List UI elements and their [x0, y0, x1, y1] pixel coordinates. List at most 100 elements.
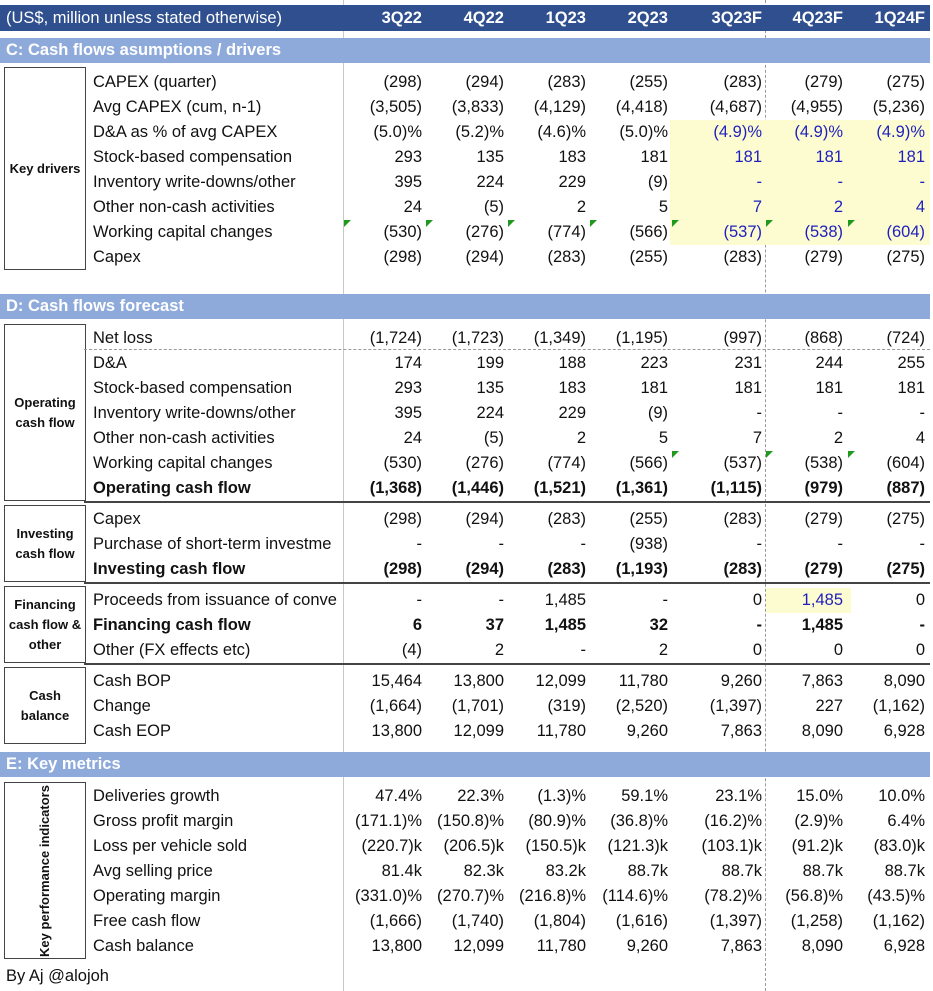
cell-value[interactable]: (868) — [804, 329, 843, 347]
row-label[interactable]: Purchase of short-term investme — [93, 535, 332, 553]
cell-value[interactable]: (279) — [804, 248, 843, 266]
cell-value[interactable]: 10.0% — [878, 787, 925, 805]
comment-indicator-icon[interactable] — [672, 220, 679, 227]
cell-value[interactable]: - — [416, 535, 423, 553]
cell-value[interactable]: 2 — [833, 429, 843, 447]
cell-value[interactable]: 24 — [403, 198, 422, 216]
cell-value[interactable]: (279) — [804, 510, 843, 528]
cell-value[interactable]: 4 — [915, 198, 925, 216]
cell-value[interactable]: (604) — [886, 223, 925, 241]
cell-value[interactable]: 181 — [897, 379, 925, 397]
cell-value[interactable]: (294) — [465, 510, 504, 528]
cell-value[interactable]: 181 — [734, 379, 762, 397]
cell-value[interactable]: (43.5)% — [867, 887, 925, 905]
cell-value[interactable]: 0 — [752, 591, 762, 609]
cell-value[interactable]: (279) — [804, 73, 843, 91]
row-label[interactable]: Capex — [93, 248, 141, 266]
cell-value[interactable]: 227 — [815, 697, 843, 715]
comment-indicator-icon[interactable] — [848, 451, 855, 458]
cell-value[interactable]: 15.0% — [796, 787, 843, 805]
cell-value[interactable]: (283) — [547, 510, 586, 528]
cell-value[interactable]: (724) — [886, 329, 925, 347]
cell-value[interactable]: (3,505) — [369, 98, 422, 116]
cell-value[interactable]: (276) — [465, 454, 504, 472]
cell-value[interactable]: (255) — [629, 248, 668, 266]
cell-value[interactable]: (319) — [547, 697, 586, 715]
cell-value[interactable]: (283) — [723, 510, 762, 528]
cell-value[interactable]: (298) — [383, 510, 422, 528]
cell-value[interactable]: 59.1% — [621, 787, 668, 805]
cell-value[interactable]: 0 — [915, 641, 925, 659]
cell-value[interactable]: (283) — [723, 560, 762, 578]
cell-value[interactable]: 24 — [403, 429, 422, 447]
cell-value[interactable]: 395 — [394, 404, 422, 422]
cell-value[interactable]: (1,258) — [790, 912, 843, 930]
cell-value[interactable]: (5) — [483, 198, 504, 216]
cell-value[interactable]: 12,099 — [535, 672, 586, 690]
cell-value[interactable]: 6 — [412, 616, 422, 634]
cell-value[interactable]: 395 — [394, 173, 422, 191]
cell-value[interactable]: 47.4% — [375, 787, 422, 805]
row-label[interactable]: Other (FX effects etc) — [93, 641, 251, 659]
cell-value[interactable]: - — [837, 535, 844, 553]
cell-value[interactable]: - — [837, 404, 844, 422]
comment-indicator-icon[interactable] — [766, 220, 773, 227]
cell-value[interactable]: (1,361) — [615, 479, 668, 497]
cell-value[interactable]: 229 — [558, 404, 586, 422]
cell-value[interactable]: (774) — [547, 454, 586, 472]
cell-value[interactable]: 181 — [640, 379, 668, 397]
cell-value[interactable]: (1,664) — [369, 697, 422, 715]
cell-value[interactable]: (538) — [804, 223, 843, 241]
cell-value[interactable]: 183 — [558, 379, 586, 397]
cell-value[interactable]: (275) — [886, 248, 925, 266]
cell-value[interactable]: - — [498, 591, 505, 609]
cell-value[interactable]: (1.3)% — [537, 787, 586, 805]
row-label[interactable]: Investing cash flow — [93, 560, 246, 578]
cell-value[interactable]: (78.2)% — [704, 887, 762, 905]
cell-value[interactable]: (2,520) — [615, 697, 668, 715]
cell-value[interactable]: (220.7)k — [361, 837, 422, 855]
cell-value[interactable]: (56.8)% — [785, 887, 843, 905]
comment-indicator-icon[interactable] — [848, 220, 855, 227]
cell-value[interactable]: (4) — [401, 641, 422, 659]
row-label[interactable]: Avg selling price — [93, 862, 213, 880]
cell-value[interactable]: (331.0)% — [355, 887, 422, 905]
cell-value[interactable]: (121.3)k — [607, 837, 668, 855]
cell-value[interactable]: 181 — [640, 148, 668, 166]
cell-value[interactable]: - — [919, 616, 926, 634]
cell-value[interactable]: - — [756, 404, 763, 422]
cell-value[interactable]: (530) — [383, 223, 422, 241]
cell-value[interactable]: (298) — [383, 248, 422, 266]
cell-value[interactable]: 229 — [558, 173, 586, 191]
cell-value[interactable]: 2 — [658, 641, 668, 659]
row-label[interactable]: Loss per vehicle sold — [93, 837, 248, 855]
cell-value[interactable]: (1,616) — [615, 912, 668, 930]
cell-value[interactable]: (206.5)k — [443, 837, 504, 855]
cell-value[interactable]: (255) — [629, 73, 668, 91]
cell-value[interactable]: (4.6)% — [537, 123, 586, 141]
cell-value[interactable]: (294) — [465, 560, 504, 578]
row-label[interactable]: Capex — [93, 510, 141, 528]
cell-value[interactable]: (1,521) — [533, 479, 586, 497]
cell-value[interactable]: 7,863 — [720, 937, 762, 955]
cell-value[interactable]: - — [662, 591, 669, 609]
row-label[interactable]: Cash EOP — [93, 722, 171, 740]
cell-value[interactable]: 22.3% — [457, 787, 504, 805]
cell-value[interactable]: 244 — [815, 354, 843, 372]
cell-value[interactable]: 293 — [394, 148, 422, 166]
cell-value[interactable]: 188 — [558, 354, 586, 372]
row-label[interactable]: D&A — [93, 354, 127, 372]
cell-value[interactable]: (4,129) — [533, 98, 586, 116]
row-label[interactable]: Proceeds from issuance of conve — [93, 591, 337, 609]
cell-value[interactable]: (1,397) — [709, 912, 762, 930]
row-label[interactable]: Net loss — [93, 329, 153, 347]
cell-value[interactable]: 88.7k — [627, 862, 668, 880]
cell-value[interactable]: 81.4k — [381, 862, 422, 880]
cell-value[interactable]: (2.9)% — [794, 812, 843, 830]
cell-value[interactable]: (997) — [723, 329, 762, 347]
cell-value[interactable]: (83.0)k — [873, 837, 925, 855]
row-label[interactable]: CAPEX (quarter) — [93, 73, 217, 91]
col-header-3q22[interactable]: 3Q22 — [381, 9, 422, 27]
cell-value[interactable]: (1,446) — [451, 479, 504, 497]
comment-indicator-icon[interactable] — [508, 220, 515, 227]
